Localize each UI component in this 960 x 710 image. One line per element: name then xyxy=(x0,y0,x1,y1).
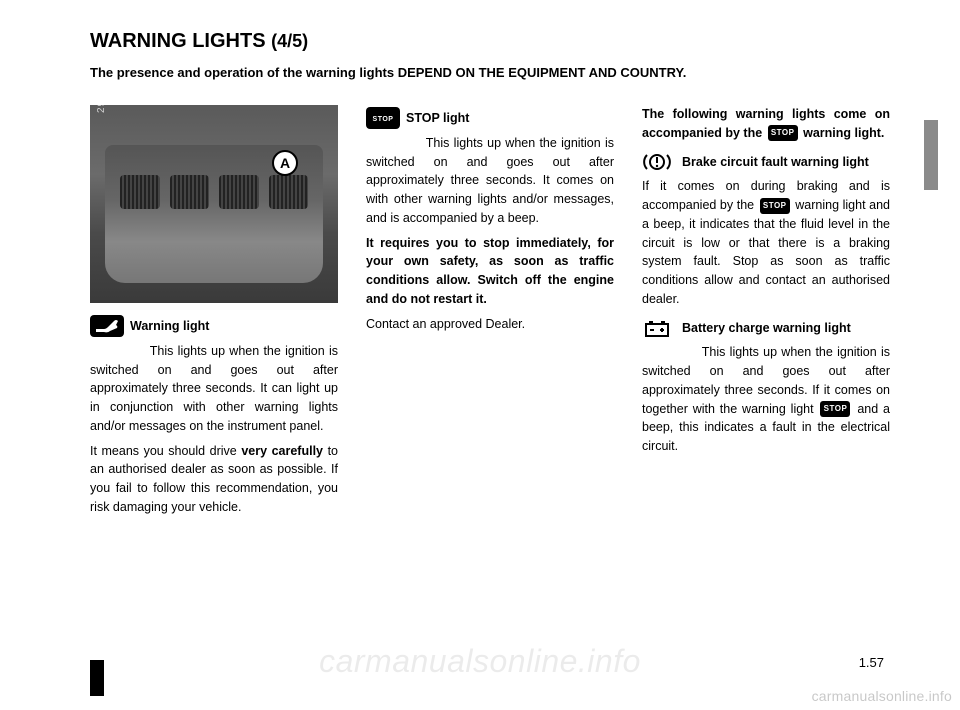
vent xyxy=(170,175,210,209)
warning-light-section: Warning light xyxy=(90,313,338,336)
page-title: WARNING LIGHTS xyxy=(90,30,271,52)
page-subtitle: The presence and operation of the warnin… xyxy=(90,65,890,80)
photo-callout-a: A xyxy=(272,150,298,176)
stop-light-heading: STOP light xyxy=(406,109,614,128)
warning-light-body-2: It means you should drive very carefully… xyxy=(90,442,338,517)
warning-light-body: This lights up when the ignition is swit… xyxy=(90,342,338,436)
battery-body: This lights up when the ignition is swit… xyxy=(642,343,890,456)
stop-light-body-1: This lights up when the ignition is swit… xyxy=(366,134,614,228)
dashboard-photo: 29540 A xyxy=(90,105,338,303)
brake-circuit-icon xyxy=(642,151,672,173)
svg-text:STOP: STOP xyxy=(373,116,394,123)
brake-heading: Brake circuit fault warning light xyxy=(682,153,890,172)
stop-icon-inline: STOP xyxy=(760,198,790,214)
stop-icon: STOP xyxy=(366,107,400,129)
footer-black-mark xyxy=(90,660,104,696)
vent xyxy=(120,175,160,209)
column-2: STOP STOP light This lights up when the … xyxy=(366,105,614,523)
column-1: 29540 A Warning light xyxy=(90,105,338,523)
photo-reference-code: 29540 xyxy=(94,105,109,113)
page-title-counter: (4/5) xyxy=(271,31,308,51)
stop-icon-inline: STOP xyxy=(820,401,850,417)
battery-icon xyxy=(642,317,672,339)
battery-section: Battery charge warning light xyxy=(642,315,890,338)
vent xyxy=(219,175,259,209)
warning-light-heading: Warning light xyxy=(130,317,338,336)
watermark: carmanualsonline.info xyxy=(319,643,641,680)
content-columns: 29540 A Warning light xyxy=(90,105,890,523)
stop-light-body-3: Contact an approved Dealer. xyxy=(366,315,614,334)
col3-intro: The following warning lights come on acc… xyxy=(642,105,890,143)
stop-icon-inline: STOP xyxy=(768,125,798,141)
footer-source: carmanualsonline.info xyxy=(812,688,952,704)
stop-light-section: STOP STOP light xyxy=(366,105,614,128)
vent xyxy=(269,175,309,209)
column-3: The following warning lights come on acc… xyxy=(642,105,890,523)
brake-body: If it comes on during braking and is acc… xyxy=(642,177,890,308)
page: WARNING LIGHTS (4/5) The presence and op… xyxy=(0,0,960,710)
side-tab xyxy=(924,120,938,190)
wrench-icon xyxy=(90,315,124,337)
stop-light-body-2: It requires you to stop immediately, for… xyxy=(366,234,614,309)
page-title-line: WARNING LIGHTS (4/5) xyxy=(90,30,890,53)
dashboard-vents xyxy=(120,175,308,209)
battery-heading: Battery charge warning light xyxy=(682,319,890,338)
brake-section: Brake circuit fault warning light xyxy=(642,149,890,172)
page-number: 1.57 xyxy=(859,655,884,670)
